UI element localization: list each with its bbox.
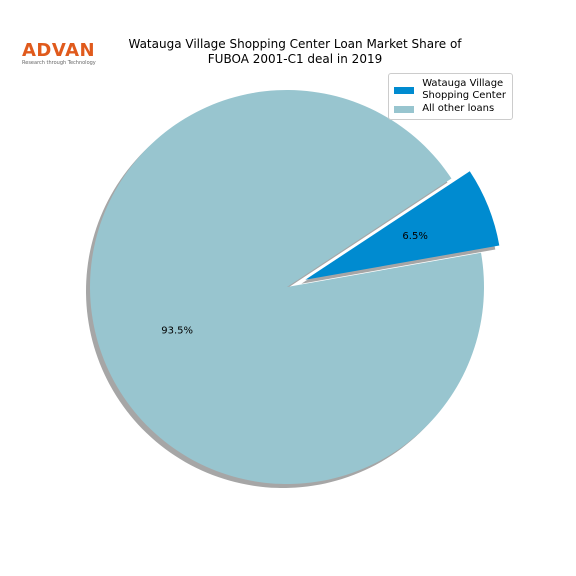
legend-swatch: [394, 105, 415, 113]
logo-name: ADVAN: [22, 40, 96, 61]
pie-slice: [305, 171, 500, 280]
legend-label: All other loans: [422, 103, 495, 114]
data-label: 93.5%: [161, 326, 193, 337]
logo: ADVAN Research through Technology: [22, 40, 96, 67]
legend-label: Watauga Village Shopping Center: [422, 78, 506, 101]
chart-title: Watauga Village Shopping Center Loan Mar…: [128, 37, 462, 66]
legend: Watauga Village Shopping Center All other…: [388, 73, 513, 120]
legend-item: All other loans: [394, 103, 506, 115]
pie-slice: [90, 90, 485, 485]
legend-item: Watauga Village Shopping Center: [394, 78, 506, 102]
legend-swatch: [394, 86, 415, 94]
data-label: 6.5%: [402, 231, 427, 242]
logo-tagline: Research through Technology: [22, 60, 96, 66]
